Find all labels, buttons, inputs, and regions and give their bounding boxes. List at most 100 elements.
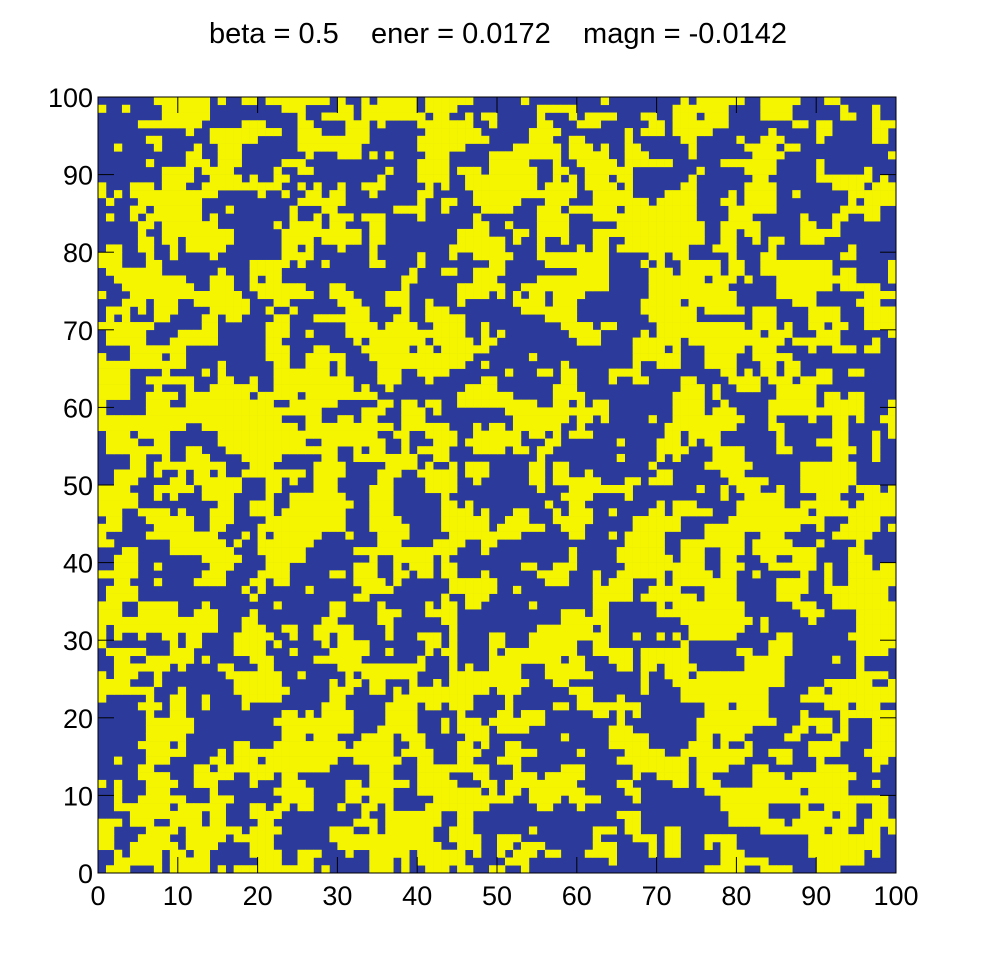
lattice-cell [792, 291, 801, 300]
lattice-cell [656, 453, 665, 463]
lattice-cell [696, 733, 705, 742]
lattice-cell [313, 430, 322, 439]
lattice-cell [760, 159, 769, 168]
lattice-cell [552, 197, 562, 206]
lattice-cell [161, 97, 171, 106]
lattice-cell [385, 795, 394, 804]
lattice-cell [313, 97, 322, 106]
lattice-cell [217, 368, 226, 377]
lattice-cell [864, 554, 873, 563]
lattice-cell [369, 151, 378, 160]
lattice-cell [489, 438, 498, 447]
lattice-cell [568, 430, 578, 439]
lattice-cell [728, 686, 737, 695]
lattice-cell [417, 252, 426, 261]
lattice-cell [728, 570, 737, 579]
lattice-cell [321, 368, 330, 377]
lattice-cell [113, 337, 123, 346]
lattice-cell [728, 733, 737, 742]
lattice-cell [249, 686, 258, 695]
lattice-cell [880, 306, 889, 315]
lattice-cell [465, 345, 474, 354]
lattice-cell [305, 764, 314, 773]
lattice-cell [680, 135, 689, 144]
lattice-cell [648, 314, 657, 323]
lattice-cell [241, 469, 250, 478]
lattice-cell [265, 283, 274, 292]
lattice-cell [504, 748, 514, 757]
lattice-cell [297, 787, 306, 796]
lattice-cell [680, 663, 689, 672]
lattice-cell [385, 384, 394, 393]
lattice-cell [321, 97, 330, 106]
lattice-cell [473, 787, 482, 796]
lattice-cell [313, 461, 322, 470]
lattice-cell [856, 609, 865, 618]
lattice-cell [169, 485, 179, 494]
lattice-cell [640, 531, 649, 540]
lattice-cell [632, 353, 641, 362]
lattice-cell [497, 523, 506, 532]
lattice-cell [465, 787, 474, 796]
lattice-cell [377, 523, 386, 532]
lattice-cell [568, 485, 578, 494]
lattice-cell [784, 632, 793, 641]
lattice-cell [113, 422, 123, 431]
lattice-cell [808, 500, 817, 509]
lattice-cell [217, 275, 226, 284]
lattice-cell [449, 632, 458, 641]
lattice-cell [369, 523, 378, 532]
lattice-cell [345, 291, 354, 300]
lattice-cell [289, 446, 298, 455]
lattice-cell [345, 647, 354, 657]
lattice-cell [353, 446, 362, 455]
lattice-cell [632, 205, 641, 214]
lattice-cell [512, 197, 522, 206]
lattice-cell [840, 438, 849, 447]
lattice-cell [712, 834, 721, 843]
lattice-cell [193, 337, 203, 346]
lattice-cell [544, 190, 554, 199]
lattice-cell [345, 671, 354, 680]
lattice-cell [760, 539, 769, 548]
lattice-cell [672, 353, 681, 362]
lattice-cell [872, 306, 881, 315]
lattice-cell [113, 244, 123, 253]
lattice-cell [345, 725, 354, 734]
lattice-cell [209, 228, 218, 237]
lattice-cell [433, 128, 442, 137]
lattice-cell [840, 112, 849, 121]
lattice-cell [608, 702, 617, 711]
lattice-cell [473, 764, 482, 773]
lattice-cell [385, 764, 394, 773]
lattice-cell [393, 686, 402, 695]
lattice-cell [504, 205, 514, 214]
lattice-cell [664, 523, 673, 532]
lattice-cell [592, 841, 602, 851]
lattice-cell [161, 190, 171, 199]
lattice-cell [465, 601, 474, 610]
lattice-cell [193, 640, 203, 649]
lattice-cell [169, 609, 179, 618]
lattice-cell [664, 422, 673, 431]
lattice-cell [273, 679, 282, 688]
lattice-cell [872, 741, 881, 750]
lattice-cell [840, 601, 849, 610]
lattice-cell [281, 236, 290, 245]
lattice-cell [473, 291, 482, 300]
lattice-cell [129, 616, 139, 625]
lattice-cell [425, 810, 434, 819]
lattice-cell [441, 857, 450, 866]
lattice-cell [377, 578, 386, 587]
lattice-cell [345, 655, 354, 664]
lattice-cell [481, 236, 490, 245]
lattice-cell [225, 182, 234, 191]
lattice-cell [600, 112, 610, 121]
lattice-cell [584, 508, 594, 517]
lattice-cell [209, 477, 218, 486]
lattice-cell [305, 360, 314, 369]
lattice-cell [776, 647, 785, 657]
lattice-cell [848, 461, 857, 470]
lattice-cell [217, 360, 226, 369]
lattice-cell [648, 306, 657, 315]
